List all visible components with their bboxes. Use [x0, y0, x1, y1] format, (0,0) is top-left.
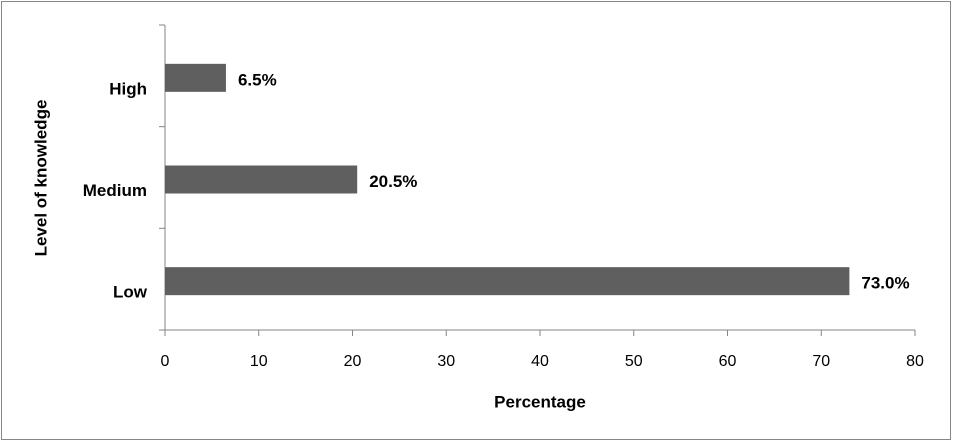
y-tick-label: Medium	[83, 181, 147, 200]
x-tick-label: 0	[161, 353, 170, 370]
value-label: 20.5%	[369, 172, 417, 191]
bar	[165, 165, 358, 194]
x-tick-label: 40	[531, 353, 549, 370]
x-tick-label: 10	[250, 353, 268, 370]
y-tick-label: High	[109, 79, 147, 98]
x-axis-title: Percentage	[494, 392, 586, 411]
y-tick-label: Low	[113, 283, 148, 302]
bar	[165, 63, 226, 92]
bar	[165, 267, 850, 296]
y-axis-title: Level of knowledge	[31, 100, 50, 257]
value-label: 6.5%	[238, 70, 277, 89]
value-label: 73.0%	[861, 274, 909, 293]
x-tick-label: 80	[906, 353, 924, 370]
x-tick-label: 60	[719, 353, 737, 370]
x-tick-label: 70	[812, 353, 830, 370]
x-tick-label: 30	[437, 353, 455, 370]
x-tick-label: 50	[625, 353, 643, 370]
x-tick-label: 20	[344, 353, 362, 370]
